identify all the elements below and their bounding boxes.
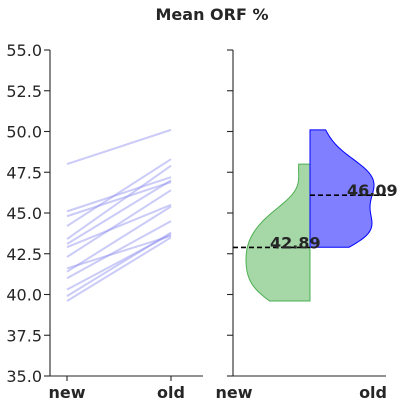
paired-line	[66, 179, 172, 245]
y-tick-label: 40.0	[6, 286, 42, 305]
y-tick-label: 45.0	[6, 204, 42, 223]
panel-split-violin: 42.89 46.09 new old	[215, 49, 398, 402]
paired-line	[66, 176, 172, 213]
paired-line	[66, 231, 172, 297]
panel-paired-lines: 35.0 37.5 40.0 42.5 45.0 47.5 50.0 52.5 55.0 new o…	[6, 41, 203, 402]
y-tick-label: 37.5	[6, 326, 42, 345]
y-tick-label: 55.0	[6, 41, 42, 60]
paired-line	[66, 236, 172, 302]
paired-line	[66, 233, 172, 291]
x-category-label-new: new	[48, 383, 85, 402]
y-tick-label: 47.5	[6, 163, 42, 182]
mean-label-new: 42.89	[270, 233, 321, 252]
chart-title: Mean ORF %	[156, 5, 269, 24]
violin-half-new	[245, 163, 311, 302]
y-tick-label: 50.0	[6, 123, 42, 142]
violin-half-old	[309, 129, 375, 248]
x-category-label-old: old	[359, 383, 387, 402]
y-tick-label: 35.0	[6, 367, 42, 386]
x-category-label-old: old	[157, 383, 185, 402]
paired-line	[66, 158, 172, 227]
paired-line	[66, 181, 172, 218]
y-tick-label: 42.5	[6, 245, 42, 264]
mean-label-old: 46.09	[347, 181, 398, 200]
paired-line	[66, 220, 172, 280]
paired-line	[66, 234, 172, 270]
paired-line	[66, 164, 172, 240]
y-tick-label: 52.5	[6, 82, 42, 101]
paired-line	[66, 205, 172, 273]
paired-line	[66, 189, 172, 258]
paired-line	[66, 203, 172, 249]
paired-line	[66, 128, 172, 166]
x-category-label-new: new	[215, 383, 252, 402]
